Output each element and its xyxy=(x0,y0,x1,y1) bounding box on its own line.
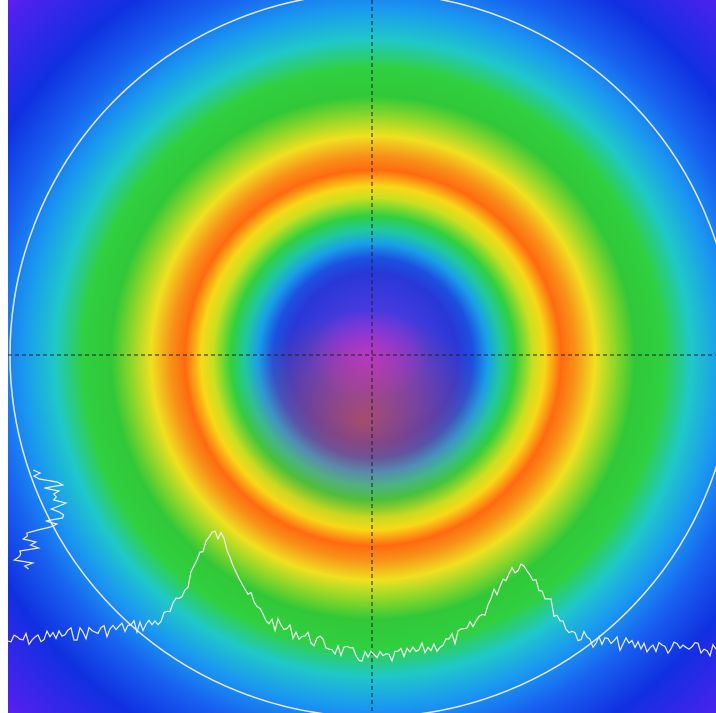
profile-trace xyxy=(8,531,716,661)
aperture-circle xyxy=(10,0,716,713)
profile-trace-vertical xyxy=(14,470,66,569)
overlay xyxy=(0,0,716,713)
page: (() => { let s = 7; const rnd = () => { … xyxy=(0,0,716,713)
